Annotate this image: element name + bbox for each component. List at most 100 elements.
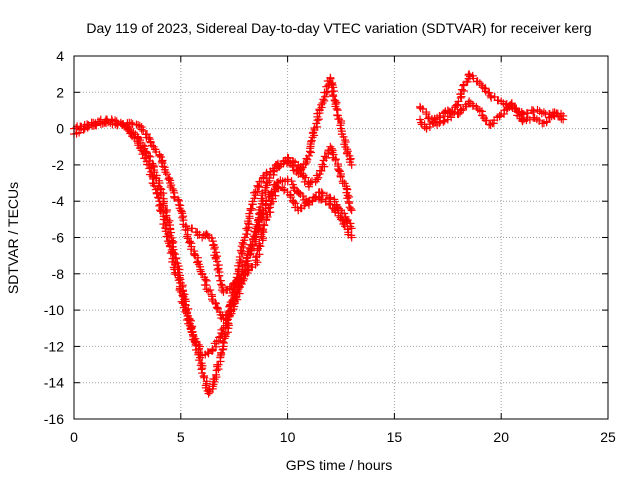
trace-marker	[329, 92, 338, 101]
y-axis-label: SDTVAR / TECUs	[5, 182, 21, 294]
trace-marker	[487, 93, 496, 102]
trace-marker	[178, 299, 187, 308]
trace-marker	[464, 71, 473, 80]
trace-marker	[177, 297, 186, 306]
trace-marker	[169, 254, 178, 263]
x-tick-label: 15	[387, 429, 403, 445]
trace-marker	[280, 186, 289, 195]
trace-marker	[197, 365, 206, 374]
trace-marker	[154, 193, 163, 202]
trace-marker	[215, 271, 224, 280]
data-point	[486, 91, 495, 100]
x-tick-label: 20	[493, 429, 509, 445]
trace-marker	[301, 173, 310, 182]
trace-marker	[289, 157, 298, 166]
trace-marker	[345, 199, 354, 208]
trace-marker	[169, 192, 178, 201]
trace-marker	[168, 247, 177, 256]
trace-marker	[329, 83, 338, 92]
trace-marker	[169, 237, 178, 246]
series-trace-f	[416, 97, 568, 133]
data-point	[347, 206, 356, 215]
trace-marker	[79, 125, 88, 134]
y-tick-label: 4	[56, 48, 64, 64]
trace-marker	[199, 372, 208, 381]
data-point	[539, 108, 548, 117]
trace-marker	[257, 209, 266, 218]
trace-marker	[211, 298, 220, 307]
trace-marker	[329, 87, 338, 96]
x-tick-label: 10	[280, 429, 296, 445]
trace-marker	[456, 90, 465, 99]
data-point	[155, 179, 164, 188]
data-point	[144, 133, 153, 142]
trace-marker	[547, 112, 556, 121]
trace-marker	[259, 220, 268, 229]
y-tick-label: -6	[52, 230, 65, 246]
trace-marker	[135, 121, 144, 130]
trace-marker	[341, 136, 350, 145]
trace-marker	[218, 345, 227, 354]
trace-marker	[495, 111, 504, 120]
trace-marker	[457, 106, 466, 115]
data-point	[486, 120, 495, 129]
trace-marker	[254, 183, 263, 192]
data-point	[304, 151, 313, 160]
data-point	[559, 111, 568, 120]
trace-marker	[218, 338, 227, 347]
trace-marker	[253, 258, 262, 267]
trace-marker	[141, 153, 150, 162]
trace-marker	[206, 286, 215, 295]
trace-marker	[286, 191, 295, 200]
trace-marker	[214, 264, 223, 273]
trace-marker	[203, 348, 212, 357]
trace-marker	[137, 146, 146, 155]
trace-marker	[237, 242, 246, 251]
trace-marker	[212, 303, 221, 312]
trace-marker	[217, 325, 226, 334]
trace-marker	[436, 113, 445, 122]
trace-marker	[202, 285, 211, 294]
x-axis-label: GPS time / hours	[286, 457, 393, 473]
trace-marker	[287, 177, 296, 186]
trace-marker	[274, 184, 283, 193]
plot-frame	[73, 55, 609, 420]
trace-marker	[168, 184, 177, 193]
trace-marker	[321, 197, 330, 206]
trace-marker	[213, 304, 222, 313]
series-trace-d	[187, 182, 356, 296]
trace-marker	[457, 85, 466, 94]
y-tick-label: -8	[52, 266, 65, 282]
trace-marker	[150, 181, 159, 190]
trace-marker	[263, 178, 272, 187]
data-point	[155, 151, 164, 160]
trace-marker	[507, 99, 516, 108]
trace-marker	[152, 189, 161, 198]
trace-marker	[204, 287, 213, 296]
trace-marker	[201, 275, 210, 284]
x-tick-label: 25	[600, 429, 616, 445]
trace-marker	[265, 203, 274, 212]
trace-marker	[482, 116, 491, 125]
data-point	[347, 233, 356, 242]
trace-marker	[224, 307, 233, 316]
trace-marker	[183, 308, 192, 317]
trace-marker	[265, 174, 274, 183]
data-point	[272, 182, 281, 191]
trace-marker	[185, 237, 194, 246]
trace-marker	[219, 339, 228, 348]
trace-marker	[216, 276, 225, 285]
trace-marker	[246, 204, 255, 213]
trace-marker	[127, 118, 136, 127]
trace-marker	[239, 240, 248, 249]
y-tick-label: -14	[44, 375, 64, 391]
trace-marker	[175, 286, 184, 295]
trace-marker	[303, 155, 312, 164]
trace-marker	[316, 166, 325, 175]
trace-marker	[439, 117, 448, 126]
trace-marker	[225, 284, 234, 293]
trace-marker	[164, 175, 173, 184]
